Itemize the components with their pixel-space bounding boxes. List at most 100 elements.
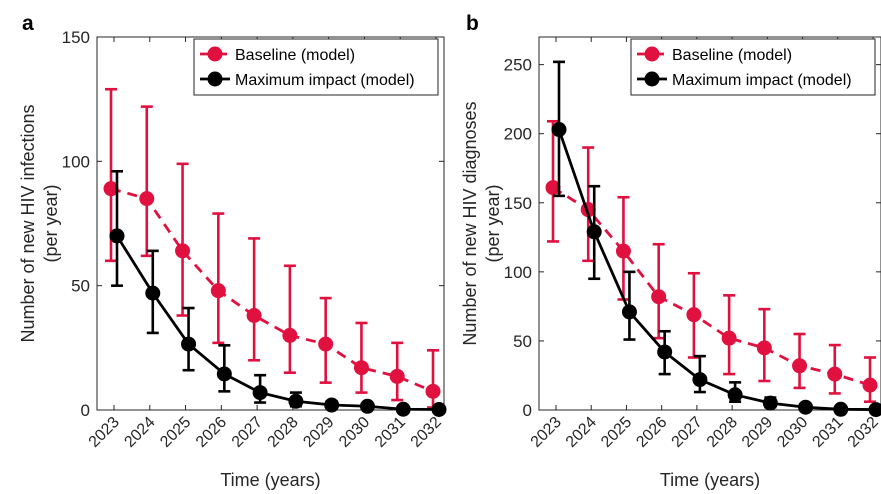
panel-label-b: b: [466, 12, 479, 35]
data-point: [431, 402, 447, 418]
y-tick-label: 150: [504, 194, 532, 213]
legend-marker: [207, 46, 223, 62]
x-tick-label: 2023: [528, 414, 565, 451]
y-tick-label: 50: [513, 332, 532, 351]
series-baseline: [103, 87, 441, 409]
data-point: [145, 285, 161, 301]
data-point: [353, 360, 369, 376]
y-tick-label: 150: [62, 28, 90, 47]
y-axis-label-line2: (per year): [483, 184, 503, 262]
data-point: [792, 358, 808, 374]
series-maximum-impact: [109, 169, 447, 418]
series-line: [552, 186, 871, 387]
y-axis-label-line2: (per year): [41, 184, 61, 262]
y-tick-label: 100: [62, 152, 90, 171]
x-tick-label: 2026: [193, 414, 230, 451]
legend-box: [193, 38, 439, 96]
legend-entry-label: Baseline (model): [672, 47, 792, 64]
data-point: [762, 395, 778, 411]
data-point: [246, 308, 262, 324]
data-point: [798, 399, 814, 415]
data-point: [139, 191, 155, 207]
legend-entry-label: Maximum impact (model): [235, 72, 415, 89]
plot-area-frame: [538, 36, 881, 411]
y-tick-label: 0: [81, 401, 90, 420]
y-tick-label: 250: [504, 56, 532, 75]
data-point: [545, 180, 561, 196]
data-point: [657, 344, 673, 360]
x-tick-label: 2030: [336, 414, 373, 451]
data-point: [586, 224, 602, 240]
series-maximum-impact: [551, 60, 881, 418]
legend-entry-label: Maximum impact (model): [672, 72, 852, 89]
data-point: [756, 340, 772, 356]
x-tick-label: 2030: [774, 414, 811, 451]
y-axis-label-line1: Number of new HIV diagnoses: [460, 101, 480, 345]
x-axis-label: Time (years): [220, 470, 320, 490]
data-point: [324, 397, 340, 413]
y-tick-label: 200: [504, 125, 532, 144]
x-tick-label: 2027: [669, 414, 706, 451]
panel-label-a: a: [22, 12, 34, 35]
x-tick-label: 2032: [408, 414, 445, 451]
data-point: [109, 228, 125, 244]
data-point: [868, 402, 881, 418]
x-tick-label: 2025: [598, 414, 635, 451]
series-line: [115, 235, 440, 411]
y-tick-label: 100: [504, 263, 532, 282]
x-tick-label: 2031: [809, 414, 846, 451]
x-tick-label: 2024: [563, 414, 600, 451]
chart-b-diagnoses: 0501001502002502023202420252026202720282…: [460, 36, 881, 490]
data-point: [862, 377, 878, 393]
data-point: [216, 366, 232, 382]
series-line: [557, 129, 877, 411]
data-point: [651, 289, 667, 305]
data-point: [210, 283, 226, 299]
legend-marker: [207, 71, 223, 87]
data-point: [692, 372, 708, 388]
data-point: [827, 366, 843, 382]
x-tick-label: 2028: [265, 414, 302, 451]
chart-a-infections: 0501001502023202420252026202720282029203…: [18, 28, 447, 490]
series-baseline: [545, 119, 878, 404]
x-tick-label: 2031: [372, 414, 409, 451]
y-axis-label-line1: Number of new HIV infections: [18, 104, 38, 342]
data-point: [551, 122, 567, 138]
x-tick-label: 2029: [739, 414, 776, 451]
data-point: [359, 398, 375, 414]
x-tick-label: 2023: [86, 414, 123, 451]
data-point: [615, 243, 631, 259]
data-point: [621, 304, 637, 320]
data-point: [721, 330, 737, 346]
y-tick-label: 0: [523, 401, 532, 420]
x-tick-label: 2032: [845, 414, 881, 451]
data-point: [175, 243, 191, 259]
x-axis-label: Time (years): [660, 470, 760, 490]
plot-area-frame: [96, 36, 445, 411]
x-tick-label: 2026: [633, 414, 670, 451]
data-point: [686, 307, 702, 323]
data-point: [318, 336, 334, 352]
legend: Baseline (model) Maximum impact (model): [193, 38, 439, 96]
series-line: [110, 187, 434, 393]
data-point: [395, 401, 411, 417]
x-tick-label: 2027: [229, 414, 266, 451]
legend-marker: [644, 46, 660, 62]
data-point: [103, 181, 119, 197]
legend-marker: [644, 71, 660, 87]
data-point: [282, 327, 298, 343]
x-tick-label: 2028: [704, 414, 741, 451]
data-point: [389, 368, 405, 384]
data-point: [181, 336, 197, 352]
data-point: [727, 387, 743, 403]
y-tick-label: 50: [71, 277, 90, 296]
legend: Baseline (model) Maximum impact (model): [630, 38, 876, 96]
data-point: [425, 383, 441, 399]
data-point: [252, 385, 268, 401]
data-point: [288, 393, 304, 409]
x-tick-label: 2029: [300, 414, 337, 451]
x-tick-label: 2025: [157, 414, 194, 451]
x-tick-label: 2024: [121, 414, 158, 451]
data-point: [833, 401, 849, 417]
